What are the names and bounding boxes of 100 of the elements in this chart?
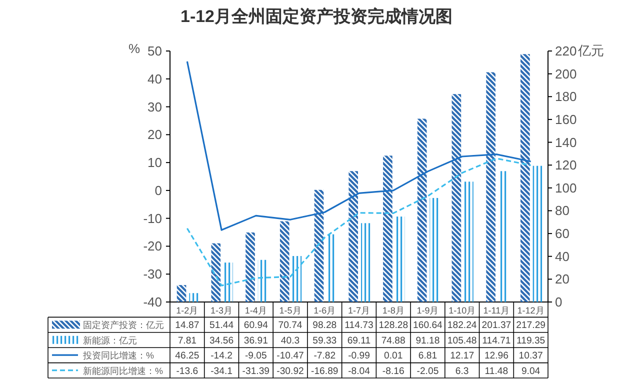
x-tick-label: 1-12月 — [517, 306, 544, 316]
y2-tick-label: 80 — [555, 203, 570, 218]
legend-item: 固定资产投资：亿元 — [52, 320, 164, 330]
x-tick-label: 1-5月 — [279, 306, 302, 316]
data-label: 6.81 — [418, 350, 438, 362]
data-label: 11.48 — [484, 366, 508, 377]
data-label: 128.28 — [378, 320, 408, 332]
x-tick-label: 1-11月 — [483, 306, 510, 316]
legend-item: 投资同比增速：% — [52, 350, 154, 361]
data-label: 182.24 — [447, 320, 478, 332]
bar — [348, 171, 358, 302]
data-label: 217.29 — [516, 320, 546, 332]
data-label: 59.33 — [312, 335, 337, 346]
data-label: 0.01 — [384, 350, 403, 362]
data-label: 40.3 — [280, 335, 300, 346]
bar — [292, 256, 302, 302]
data-label: -8.04 — [348, 366, 371, 377]
line-series — [186, 158, 532, 286]
bar — [189, 293, 198, 302]
data-label: 114.71 — [482, 335, 511, 346]
y2-tick-label: 20 — [555, 272, 570, 287]
x-tick-label: 1-4月 — [244, 306, 267, 316]
bar — [280, 221, 290, 302]
x-tick-label: 1-10月 — [448, 306, 476, 316]
y2-tick-label: 220 — [555, 44, 577, 58]
y2-tick-label: 140 — [555, 134, 577, 150]
legend-label: 新能源：亿元 — [83, 335, 137, 346]
bar — [246, 232, 255, 302]
y-tick-label: 40 — [148, 71, 162, 86]
data-label: 119.35 — [516, 335, 546, 346]
data-label: 10.37 — [518, 350, 543, 362]
data-label: -8.16 — [382, 366, 404, 377]
y2-axis-title: 亿元 — [577, 43, 604, 58]
bar — [395, 216, 405, 302]
data-label: 6.3 — [455, 366, 469, 377]
legend-label: 投资同比增速：% — [82, 350, 154, 361]
y2-tick-label: 40 — [555, 248, 570, 264]
data-label: -2.05 — [416, 366, 439, 377]
data-label: 36.91 — [244, 335, 268, 346]
data-label: 70.74 — [278, 320, 303, 332]
bar — [361, 223, 370, 302]
data-label: -10.47 — [276, 350, 304, 362]
bar — [258, 260, 268, 302]
y-tick-label: 20 — [148, 127, 162, 142]
line-series — [186, 60, 532, 231]
y2-tick-label: 100 — [555, 180, 577, 196]
x-tick-label: 1-9月 — [416, 306, 439, 316]
y-tick-label: -40 — [143, 294, 162, 310]
bar — [314, 190, 324, 302]
y-tick-label: 10 — [148, 155, 162, 170]
bar — [224, 262, 233, 302]
x-tick-label: 1-6月 — [314, 306, 336, 316]
y2-tick-label: 160 — [555, 112, 577, 127]
y2-tick-label: 200 — [555, 66, 577, 82]
bar — [326, 234, 336, 302]
legend-item: 新能源同比增速：% — [52, 366, 164, 376]
data-label: -7.82 — [314, 350, 336, 362]
bar — [464, 182, 474, 302]
x-tick-label: 1-2月 — [176, 306, 198, 316]
data-label: -30.92 — [276, 366, 304, 377]
y2-tick-label: 180 — [555, 89, 577, 104]
data-label: 91.18 — [416, 335, 440, 346]
bar — [532, 166, 542, 302]
y2-tick-label: 120 — [555, 158, 577, 173]
data-label: 74.88 — [381, 335, 406, 346]
data-label: 114.73 — [344, 320, 374, 332]
data-label: 69.11 — [347, 335, 371, 346]
bar — [176, 285, 186, 302]
bar — [211, 243, 221, 302]
data-label: 98.28 — [312, 320, 337, 332]
data-label: 9.04 — [521, 366, 541, 377]
data-label: 105.48 — [447, 335, 477, 346]
data-label: 46.25 — [175, 350, 200, 362]
legend-label: 固定资产投资：亿元 — [83, 320, 164, 330]
data-label: -31.39 — [242, 366, 270, 377]
chart-title: 1-12月全州固定资产投资完成情况图 — [180, 7, 453, 26]
y2-tick-label: 0 — [555, 294, 562, 310]
data-label: 14.87 — [175, 320, 200, 332]
legend-item: 新能源：亿元 — [52, 335, 137, 346]
x-tick-label: 1-8月 — [382, 306, 404, 316]
y-axis-title: % — [128, 41, 140, 56]
bar — [430, 198, 440, 302]
x-tick-label: 1-7月 — [348, 306, 370, 316]
y-tick-label: -30 — [143, 266, 162, 282]
bar — [520, 54, 530, 302]
y-tick-label: 50 — [148, 44, 162, 58]
data-label: 60.94 — [244, 320, 269, 332]
y2-tick-label: 60 — [555, 226, 570, 242]
y-tick-label: -20 — [143, 238, 162, 254]
data-label: 7.81 — [178, 335, 197, 346]
bar — [417, 118, 427, 302]
y-tick-label: 30 — [148, 99, 162, 114]
data-label: 34.56 — [210, 335, 234, 346]
bar — [452, 94, 462, 302]
bar — [383, 156, 392, 302]
legend-label: 新能源同比增速：% — [83, 366, 164, 376]
data-label: -34.1 — [210, 366, 232, 377]
x-tick-label: 1-3月 — [210, 306, 233, 316]
y-tick-label: -10 — [143, 210, 162, 226]
data-label: 201.37 — [482, 320, 512, 332]
